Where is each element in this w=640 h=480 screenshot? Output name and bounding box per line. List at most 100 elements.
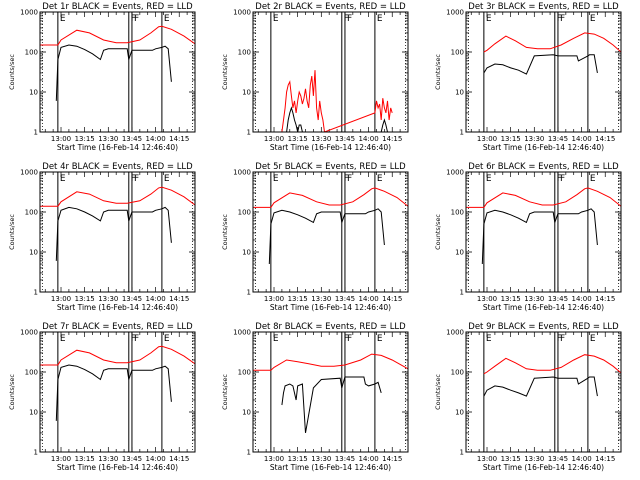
series-line-events-black [286,106,388,132]
x-tick-label: 13:30 [524,295,544,303]
x-tick-label: 14:15 [382,135,402,143]
x-tick-label: 13:00 [264,295,284,303]
y-tick-label: 1000 [446,169,464,177]
x-axis-label: Start Time (16-Feb-14 12:46:40) [270,303,391,312]
y-tick-label: 1000 [446,329,464,337]
chart-panel-3: Det 3r BLACK = Events, RED = LLD Counts/s… [434,2,622,152]
chart-panel-2: Det 2r BLACK = Events, RED = LLD Counts/s… [221,2,409,152]
y-tick-label: 10 [455,89,464,97]
flag-label: F [344,334,349,344]
x-tick-label: 13:45 [122,135,142,143]
flag-label: F [344,14,349,24]
chart-panel-5: Det 5r BLACK = Events, RED = LLD Counts/s… [221,162,409,312]
x-tick-label: 13:30 [311,455,331,463]
flag-label: E [590,14,596,24]
series-line-lld-red [483,354,621,375]
y-tick-label: 100 [25,209,38,217]
y-tick-label: 10 [29,409,38,417]
chart-panel-1: Det 1r BLACK = Events, RED = LLD Counts/s… [8,2,196,152]
y-axis-label: Counts/sec [434,214,442,250]
x-tick-label: 14:15 [382,455,402,463]
flag-label: F [347,334,352,344]
x-axis-label: Start Time (16-Feb-14 12:46:40) [483,463,604,472]
x-tick-label: 13:15 [75,455,95,463]
x-tick-label: 13:45 [335,455,355,463]
series-line-events-black [55,206,172,261]
x-axis-label: Start Time (16-Feb-14 12:46:40) [483,143,604,152]
series-line-events-black [483,376,598,397]
x-tick-label: 13:15 [288,455,308,463]
x-tick-label: 14:15 [169,295,189,303]
flag-label: E [273,334,279,344]
flag-label: E [60,334,66,344]
y-tick-label: 1000 [233,329,251,337]
x-tick-label: 13:00 [51,135,71,143]
y-tick-label: 10 [242,409,251,417]
x-tick-label: 13:30 [524,455,544,463]
y-tick-label: 10 [242,249,251,257]
flag-label: F [344,174,349,184]
x-tick-label: 14:15 [595,455,615,463]
series-line-events-black [281,376,382,433]
flag-label: E [273,14,279,24]
series-line-events-black [55,44,172,101]
series-line-lld-red [40,25,195,46]
series-line-events-black [55,364,172,421]
y-tick-label: 1 [460,129,464,137]
y-tick-label: 100 [25,49,38,57]
series-line-lld-red [483,32,621,53]
y-tick-label: 1 [34,449,38,457]
flag-label: F [347,174,352,184]
x-tick-label: 14:00 [358,295,378,303]
y-tick-label: 1 [460,289,464,297]
flag-label: E [377,334,383,344]
y-tick-label: 1000 [20,329,38,337]
x-tick-label: 13:00 [51,455,71,463]
plot-frame [39,11,196,133]
flag-label: E [377,14,383,24]
x-tick-label: 14:00 [145,455,165,463]
series-line-lld-red [253,187,408,208]
flag-label: F [560,174,565,184]
x-tick-label: 14:15 [595,295,615,303]
x-tick-label: 13:30 [311,135,331,143]
x-tick-label: 14:15 [169,455,189,463]
x-tick-label: 13:30 [98,135,118,143]
y-tick-label: 1000 [233,9,251,17]
flag-label: E [60,174,66,184]
flag-label: E [377,174,383,184]
x-axis-label: Start Time (16-Feb-14 12:46:40) [270,463,391,472]
y-tick-label: 1000 [446,9,464,17]
y-tick-label: 1 [34,289,38,297]
y-tick-label: 10 [29,89,38,97]
flag-label: F [560,334,565,344]
x-tick-label: 13:30 [311,295,331,303]
y-tick-label: 100 [238,49,251,57]
flag-label: E [590,334,596,344]
x-tick-label: 13:00 [264,135,284,143]
panel-title: Det 2r BLACK = Events, RED = LLD [255,2,406,12]
x-tick-label: 13:45 [548,455,568,463]
y-tick-label: 100 [451,49,464,57]
flag-label: F [557,14,562,24]
y-tick-label: 10 [455,409,464,417]
flag-label: E [164,174,170,184]
x-axis-label: Start Time (16-Feb-14 12:46:40) [483,303,604,312]
y-tick-label: 1 [247,129,251,137]
x-tick-label: 13:45 [122,295,142,303]
x-tick-label: 14:00 [358,135,378,143]
panel-title: Det 4r BLACK = Events, RED = LLD [42,162,193,172]
x-tick-label: 14:00 [358,455,378,463]
y-tick-label: 100 [25,369,38,377]
y-tick-label: 1 [460,449,464,457]
series-line-events-black [268,208,385,265]
x-tick-label: 13:00 [477,135,497,143]
panel-title: Det 1r BLACK = Events, RED = LLD [42,2,193,12]
series-line-lld-red [253,353,408,371]
x-tick-label: 13:15 [288,295,308,303]
x-tick-label: 13:15 [501,135,521,143]
x-tick-label: 13:15 [501,295,521,303]
x-tick-label: 14:15 [169,135,189,143]
flag-label: E [590,174,596,184]
